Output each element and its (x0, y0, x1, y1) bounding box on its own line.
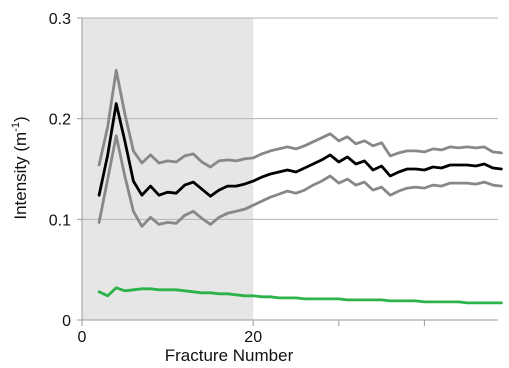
y-tick-labels: 0 0.1 0.2 0.3 (49, 11, 71, 330)
series-line-2 (97, 134, 503, 228)
x-axis-title: Fracture Number (165, 346, 294, 365)
series-line-3 (97, 286, 503, 305)
x-tick-label-1: 20 (244, 329, 262, 346)
shaded-region (82, 18, 254, 320)
y-tick-label-0: 0 (62, 313, 71, 330)
y-axis-title: Intensity (m-1) (10, 116, 30, 219)
y-axis-title-main: Intensity (m (11, 132, 30, 220)
series-line-1 (97, 102, 503, 198)
y-tick-label-2: 0.2 (49, 112, 71, 129)
x-tick-label-0: 0 (78, 329, 87, 346)
series-lines (97, 68, 503, 305)
x-tick-labels: 0 20 (78, 329, 263, 346)
y-tick-label-3: 0.3 (49, 11, 71, 28)
axes (77, 17, 498, 326)
y-axis-title-close: ) (11, 116, 30, 122)
y-axis-title-sup: -1 (10, 122, 22, 132)
series-line-0 (97, 68, 503, 169)
y-tick-label-1: 0.1 (49, 212, 71, 229)
